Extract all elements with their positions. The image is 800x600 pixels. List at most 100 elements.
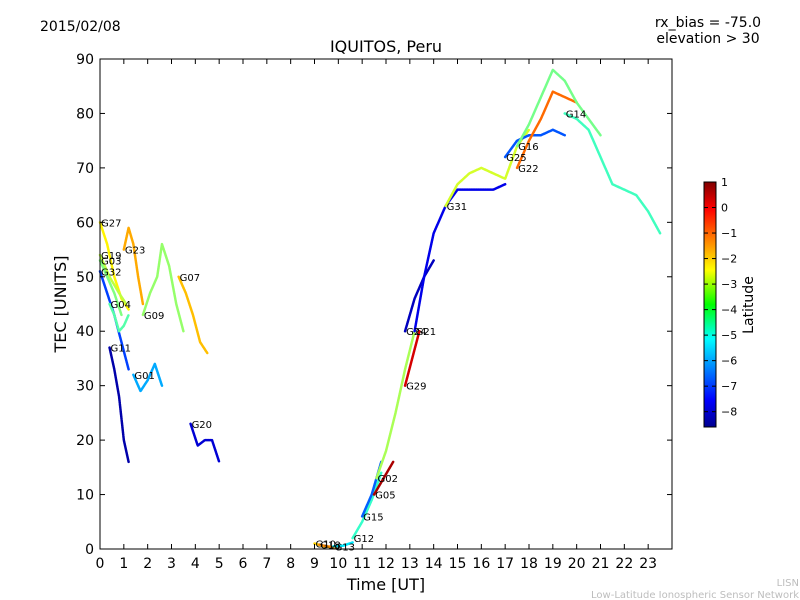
x-tick-label: 15 bbox=[449, 556, 467, 572]
satellite-labels: G27G19G03G32G23G04G11G01G09G07G20G10G18G… bbox=[101, 109, 586, 553]
colorbar-tick-label: −5 bbox=[721, 329, 737, 342]
series-label-g01: G01 bbox=[134, 371, 154, 382]
x-axis-label: Time [UT] bbox=[346, 575, 425, 594]
colorbar-tick-label: −3 bbox=[721, 278, 737, 291]
series-label-g03: G03 bbox=[101, 256, 121, 267]
x-tick-label: 11 bbox=[353, 556, 371, 572]
x-tick-label: 16 bbox=[472, 556, 490, 572]
series-line-g03 bbox=[98, 259, 123, 317]
y-tick-label: 50 bbox=[76, 270, 94, 286]
series-label-g09: G09 bbox=[144, 311, 164, 322]
x-tick-label: 2 bbox=[143, 556, 152, 572]
series-label-g18: G18 bbox=[320, 541, 340, 552]
footer-lisn: LISN bbox=[777, 578, 799, 589]
series-label-g23: G23 bbox=[125, 246, 145, 257]
series-line-g25 bbox=[503, 128, 566, 159]
colorbar-ticks: 1 0 −1 −2 −3 −4 −5 −6 −7 −8 bbox=[704, 176, 737, 419]
x-tick-label: 21 bbox=[592, 556, 610, 572]
x-tick-label: 1 bbox=[119, 556, 128, 572]
y-tick-label: 10 bbox=[76, 488, 94, 504]
colorbar-tick-label: 1 bbox=[721, 176, 728, 189]
y-tick-label: 70 bbox=[76, 161, 94, 177]
y-tick-label: 90 bbox=[76, 52, 94, 68]
colorbar-tick-label: −6 bbox=[721, 355, 737, 368]
series-label-g31: G31 bbox=[447, 202, 467, 213]
series-line-g16 bbox=[515, 68, 602, 148]
x-tick-label: 12 bbox=[377, 556, 395, 572]
series-line-g05 bbox=[372, 460, 395, 496]
y-tick-label: 40 bbox=[76, 324, 94, 340]
x-tick-label: 7 bbox=[262, 556, 271, 572]
series-label-g14: G14 bbox=[566, 109, 586, 120]
data-marks bbox=[98, 68, 662, 549]
colorbar-tick-label: −1 bbox=[721, 227, 737, 240]
chart-title: IQUITOS, Peru bbox=[330, 37, 442, 56]
series-line-g29 bbox=[403, 329, 421, 387]
x-axis-ticks: 0 1 2 3 4 5 6 7 8 9 10 11 12 13 14 15 16 17 18 19 20 21 22 23 bbox=[96, 59, 657, 572]
series-line-g14 bbox=[563, 112, 662, 235]
series-line-g12 bbox=[351, 471, 383, 540]
x-tick-label: 4 bbox=[191, 556, 200, 572]
y-tick-label: 20 bbox=[76, 433, 94, 449]
series-label-g04: G04 bbox=[111, 300, 131, 311]
series-line-g11 bbox=[108, 346, 130, 464]
series-line-g22 bbox=[515, 90, 578, 170]
colorbar-tick-label: −7 bbox=[721, 380, 737, 393]
x-tick-label: 0 bbox=[96, 556, 105, 572]
series-line-g09 bbox=[141, 242, 185, 333]
x-tick-label: 18 bbox=[520, 556, 538, 572]
y-tick-label: 0 bbox=[85, 542, 94, 558]
series-label-g07: G07 bbox=[180, 273, 200, 284]
series-label-g13: G13 bbox=[335, 542, 355, 553]
series-label-g21: G21 bbox=[416, 327, 436, 338]
y-tick-label: 60 bbox=[76, 215, 94, 231]
x-tick-label: 8 bbox=[286, 556, 295, 572]
rx-bias-label: rx_bias = -75.0 bbox=[655, 15, 761, 31]
series-label-g20: G20 bbox=[192, 420, 212, 431]
x-tick-label: 9 bbox=[310, 556, 319, 572]
x-tick-label: 20 bbox=[568, 556, 586, 572]
series-label-g24: G24 bbox=[406, 327, 426, 338]
series-line-g20 bbox=[189, 422, 221, 464]
series-label-g11: G11 bbox=[111, 344, 131, 355]
x-tick-label: 5 bbox=[215, 556, 224, 572]
series-line-g23 bbox=[122, 226, 145, 306]
series-line-g13 bbox=[332, 541, 354, 548]
x-tick-label: 10 bbox=[329, 556, 347, 572]
series-label-g27: G27 bbox=[101, 218, 121, 229]
x-tick-label: 17 bbox=[496, 556, 514, 572]
series-line-g19 bbox=[98, 253, 128, 306]
series-label-g10: G10 bbox=[316, 540, 336, 551]
series-label-g22: G22 bbox=[518, 164, 538, 175]
series-label-g16: G16 bbox=[518, 142, 538, 153]
series-line-g31 bbox=[444, 128, 531, 208]
y-axis-label: TEC [UNITS] bbox=[51, 256, 70, 354]
x-tick-label: 23 bbox=[639, 556, 657, 572]
series-line-g02 bbox=[375, 329, 416, 480]
series-label-g32: G32 bbox=[101, 267, 121, 278]
series-label-g05: G05 bbox=[375, 491, 395, 502]
series-label-g29: G29 bbox=[406, 382, 426, 393]
colorbar-tick-label: 0 bbox=[721, 202, 728, 215]
colorbar-tick-label: −2 bbox=[721, 253, 737, 266]
colorbar-label: Latitude bbox=[741, 276, 757, 334]
x-tick-label: 6 bbox=[239, 556, 248, 572]
colorbar bbox=[703, 181, 717, 428]
series-label-g02: G02 bbox=[377, 474, 397, 485]
x-tick-label: 19 bbox=[544, 556, 562, 572]
series-line-g21 bbox=[413, 182, 507, 333]
series-label-g15: G15 bbox=[363, 512, 383, 523]
x-tick-label: 13 bbox=[401, 556, 419, 572]
x-tick-label: 14 bbox=[425, 556, 443, 572]
x-tick-label: 3 bbox=[167, 556, 176, 572]
x-tick-label: 22 bbox=[615, 556, 633, 572]
series-label-g19: G19 bbox=[101, 251, 121, 262]
series-label-g25: G25 bbox=[506, 153, 526, 164]
y-tick-label: 80 bbox=[76, 106, 94, 122]
elevation-label: elevation > 30 bbox=[656, 31, 759, 47]
date-label: 2015/02/08 bbox=[40, 19, 121, 35]
footer-network: Low-Latitude Ionospheric Sensor Network bbox=[591, 590, 799, 600]
series-line-g04 bbox=[108, 302, 130, 333]
y-tick-label: 30 bbox=[76, 379, 94, 395]
colorbar-tick-label: −4 bbox=[721, 304, 737, 317]
